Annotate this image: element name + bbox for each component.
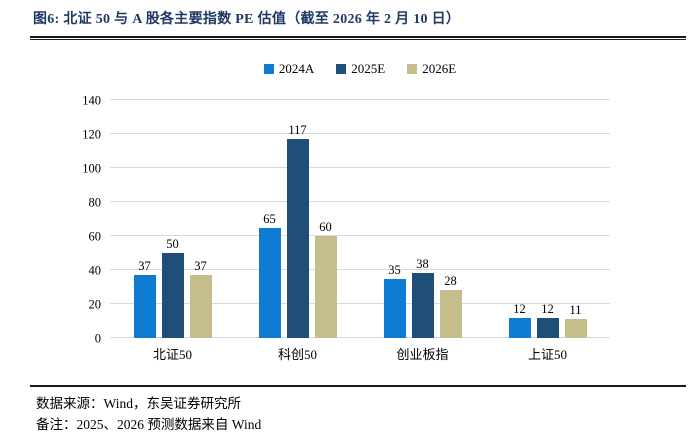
bar-wrap: 65 bbox=[258, 211, 281, 338]
bar-value-label: 35 bbox=[388, 262, 401, 277]
bar-value-label: 12 bbox=[513, 301, 526, 316]
bar-wrap: 117 bbox=[286, 123, 309, 338]
data-source-text: 数据来源：Wind，东吴证券研究所 bbox=[36, 396, 241, 411]
y-axis-tick-label: 20 bbox=[88, 296, 102, 311]
bar-value-label: 12 bbox=[541, 301, 554, 316]
y-axis-tick-label: 100 bbox=[82, 160, 101, 175]
title-divider-double-rule bbox=[30, 36, 686, 40]
bar-wrap: 37 bbox=[133, 259, 156, 338]
x-axis-label-北证50: 北证50 bbox=[152, 347, 192, 362]
bar-wrap: 50 bbox=[161, 237, 184, 338]
bar-wrap: 37 bbox=[189, 259, 212, 338]
bar-value-label: 37 bbox=[138, 259, 151, 274]
bar-value-label: 50 bbox=[166, 237, 179, 251]
bar-value-label: 65 bbox=[263, 211, 276, 226]
legend-label: 2026E bbox=[422, 61, 457, 76]
gridline bbox=[110, 167, 610, 168]
bar-value-label: 11 bbox=[569, 303, 582, 318]
gridline bbox=[110, 337, 610, 338]
bar-2026E-创业板指 bbox=[439, 290, 462, 338]
legend-swatch-icon bbox=[336, 64, 347, 74]
bar-value-label: 117 bbox=[288, 123, 307, 138]
bar-2024A-科创50 bbox=[258, 227, 281, 338]
bar-wrap: 38 bbox=[411, 257, 434, 338]
x-axis-label-上证50: 上证50 bbox=[527, 347, 567, 362]
bar-2025E-创业板指 bbox=[411, 273, 434, 338]
bar-2025E-北证50 bbox=[161, 253, 184, 338]
x-axis-label-科创50: 科创50 bbox=[277, 347, 317, 362]
legend-item-2026E: 2026E bbox=[407, 61, 456, 77]
y-axis-tick-label: 80 bbox=[88, 194, 102, 209]
note-text-clipped: 备注：2025、2026 预测数据来自 Wind bbox=[36, 417, 262, 432]
bar-value-label: 60 bbox=[319, 220, 332, 234]
bar-2024A-创业板指 bbox=[383, 278, 406, 338]
gridline bbox=[110, 235, 610, 236]
bar-2026E-北证50 bbox=[189, 275, 212, 338]
bar-2025E-上证50 bbox=[536, 317, 559, 338]
bar-value-label: 38 bbox=[416, 257, 429, 272]
bar-group-北证50: 37 50 37 bbox=[110, 100, 235, 338]
bar-wrap: 12 bbox=[536, 301, 559, 338]
gridline bbox=[110, 269, 610, 270]
bar-wrap: 60 bbox=[314, 220, 337, 338]
footer-divider-rule bbox=[30, 385, 686, 387]
legend-item-2024A: 2024A bbox=[263, 61, 315, 77]
x-axis-category-labels: 北证50 科创50 创业板指 上证50 bbox=[110, 344, 610, 363]
plot-area: 0 20 40 60 80 100 120 140 37 50 37 65 117 60 35 38 28 12 1… bbox=[82, 94, 610, 344]
gridline bbox=[110, 99, 610, 100]
legend-item-2025E: 2025E bbox=[336, 61, 385, 77]
y-axis-tick-label: 40 bbox=[88, 262, 102, 277]
bar-value-label: 37 bbox=[194, 259, 207, 274]
bar-2025E-科创50 bbox=[286, 139, 309, 338]
legend-swatch-icon bbox=[263, 64, 274, 74]
x-axis-label-创业板指: 创业板指 bbox=[396, 347, 449, 362]
bar-2026E-上证50 bbox=[564, 319, 587, 338]
bar-2026E-科创50 bbox=[314, 236, 337, 338]
y-axis-tick-label: 140 bbox=[82, 92, 101, 107]
bar-group-科创50: 65 117 60 bbox=[235, 100, 360, 338]
y-axis-tick-label: 120 bbox=[82, 126, 101, 141]
bar-wrap: 28 bbox=[439, 274, 462, 338]
y-axis-tick-label: 60 bbox=[88, 228, 102, 243]
bar-group-上证50: 12 12 11 bbox=[485, 100, 610, 338]
gridline bbox=[110, 303, 610, 304]
bar-value-label: 28 bbox=[444, 274, 457, 289]
legend-label: 2024A bbox=[278, 61, 315, 76]
bar-group-创业板指: 35 38 28 bbox=[360, 100, 485, 338]
bar-wrap: 11 bbox=[564, 303, 587, 338]
bar-wrap: 35 bbox=[383, 262, 406, 338]
chart-legend: 2024A 2025E 2026E bbox=[110, 61, 610, 77]
page-title: 图6: 北证 50 与 A 股各主要指数 PE 估值（截至 2026 年 2 月… bbox=[33, 12, 461, 27]
gridline bbox=[110, 133, 610, 134]
y-axis-tick-label: 0 bbox=[94, 330, 101, 345]
bar-2024A-上证50 bbox=[508, 317, 531, 338]
bar-2024A-北证50 bbox=[133, 275, 156, 338]
legend-label: 2025E bbox=[351, 61, 386, 76]
bar-wrap: 12 bbox=[508, 301, 531, 338]
legend-swatch-icon bbox=[407, 64, 418, 74]
bar-groups: 37 50 37 65 117 60 35 38 28 12 12 11 bbox=[110, 100, 610, 338]
gridline bbox=[110, 201, 610, 202]
